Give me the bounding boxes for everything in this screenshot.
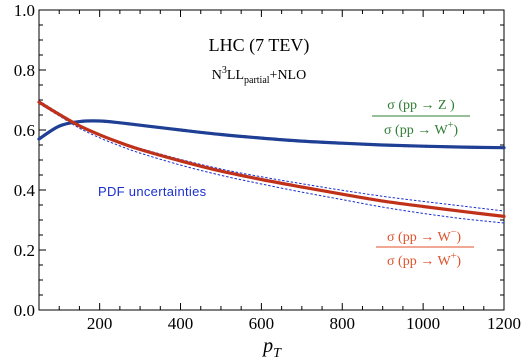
z-ratio-denominator: σ (pp → W+) [384, 120, 458, 138]
x-tick-label: 400 [168, 314, 194, 333]
z-ratio-numerator: σ (pp → Z ) [387, 98, 455, 113]
y-tick-label: 0.8 [14, 61, 35, 80]
w-ratio-denominator: σ (pp → W+) [387, 251, 461, 269]
w-ratio-numerator: σ (pp → W−) [387, 227, 461, 245]
y-tick-label: 1.0 [14, 1, 35, 20]
wminus-over-wplus-label: σ (pp → W−) σ (pp → W+) [376, 227, 474, 269]
y-tick-label: 0.0 [14, 301, 35, 320]
x-tick-label: 200 [87, 314, 113, 333]
z-over-wplus-label: σ (pp → Z ) σ (pp → W+) [372, 98, 470, 138]
pdf-bands [38, 100, 505, 224]
series-lines [37, 100, 506, 218]
y-tick-label: 0.4 [14, 181, 36, 200]
x-axis-title: pT [261, 335, 282, 361]
axis-ticks [38, 9, 505, 311]
wminus_over_wplus-line [37, 100, 506, 218]
x-tick-label: 1000 [406, 314, 440, 333]
z_over_wplus-line [37, 119, 506, 150]
x-tick-label: 1200 [487, 314, 521, 333]
x-tick-label: 600 [249, 314, 275, 333]
tick-labels: 200 400 600 800 1000 1200 0.0 0.2 0.4 0.6 0.8 1.0 [14, 1, 521, 333]
y-tick-label: 0.2 [14, 241, 35, 260]
chart-subtitle: N3LLpartial+NLO [212, 65, 306, 86]
pdf-uncertainties-label: PDF uncertainties [98, 184, 207, 199]
wminus_over_wplus-pdf-lower [38, 103, 505, 224]
x-tick-label: 800 [330, 314, 356, 333]
chart-title: LHC (7 TEV) [209, 35, 310, 56]
y-tick-label: 0.6 [14, 121, 35, 140]
